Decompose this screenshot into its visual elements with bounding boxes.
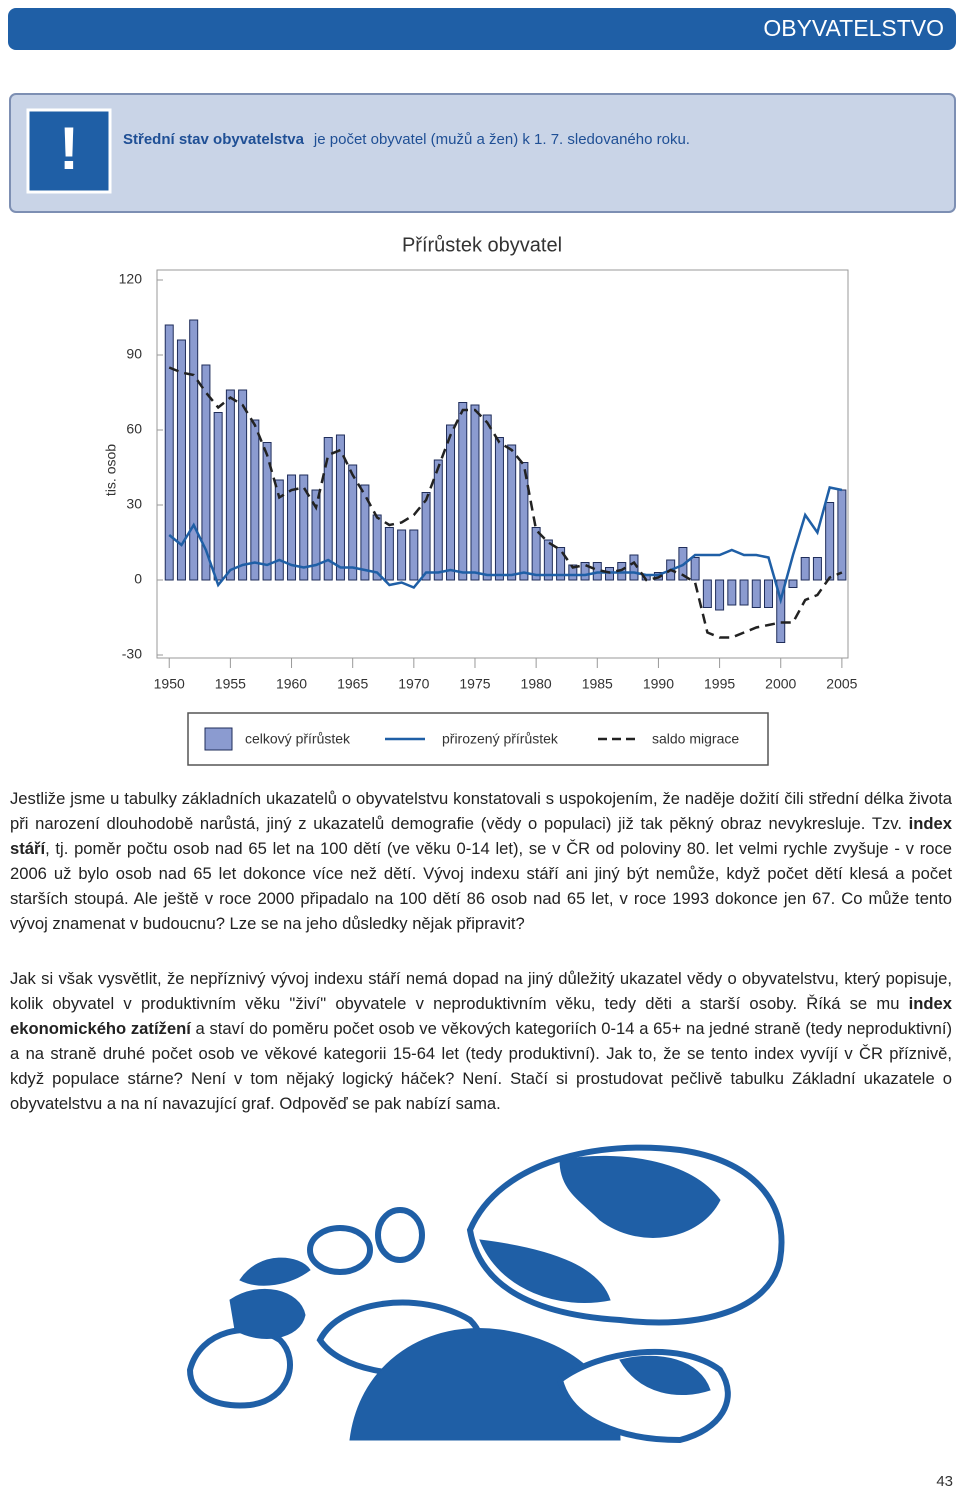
bar <box>702 579 712 608</box>
bar <box>299 474 309 581</box>
bar <box>238 389 248 581</box>
bar <box>837 489 847 581</box>
bar <box>274 479 284 581</box>
legend-label: saldo migrace <box>652 731 739 747</box>
line-series <box>168 486 843 605</box>
bar <box>201 364 211 581</box>
chart-title: Přírůstek obyvatel <box>402 234 562 256</box>
x-tick-label: 1950 <box>154 676 185 692</box>
legend-label: přirozený přírůstek <box>442 731 559 747</box>
x-tick-label: 1995 <box>704 676 735 692</box>
y-tick-label: 60 <box>126 421 142 437</box>
bold-term: index ekonomického zatížení <box>10 994 952 1038</box>
bar <box>788 579 798 588</box>
text-run: , tj. poměr počtu osob nad 65 let na 100… <box>10 839 952 933</box>
header-bar <box>8 8 956 50</box>
bar <box>470 404 480 581</box>
bar <box>556 547 566 581</box>
bar <box>531 527 541 581</box>
bar <box>543 539 553 581</box>
bar <box>287 474 297 581</box>
x-tick-label: 2000 <box>765 676 796 692</box>
info-term: Střední stav obyvatelstva <box>123 131 305 148</box>
x-tick-label: 2005 <box>826 676 857 692</box>
bar <box>751 579 761 608</box>
bar <box>715 579 725 611</box>
bar <box>568 564 578 581</box>
bar <box>446 424 456 581</box>
bar <box>189 319 199 581</box>
bar <box>629 554 639 581</box>
bar <box>764 579 774 608</box>
x-tick-label: 1955 <box>215 676 246 692</box>
y-tick-label: 0 <box>134 571 142 587</box>
x-tick-label: 1985 <box>582 676 613 692</box>
bar <box>494 437 504 581</box>
text-run: Jestliže jsme u tabulky základních ukaza… <box>10 789 952 833</box>
legend-swatch <box>204 727 233 751</box>
bar <box>360 484 370 581</box>
line-series <box>168 366 843 639</box>
bar <box>372 514 382 581</box>
bar <box>825 502 835 581</box>
x-tick-label: 1960 <box>276 676 307 692</box>
bar <box>397 529 407 581</box>
plot-frame <box>156 269 849 659</box>
x-tick-label: 1980 <box>521 676 552 692</box>
text-run: a staví do poměru počet osob ve věkových… <box>10 1019 952 1113</box>
x-tick-label: 1975 <box>459 676 490 692</box>
paragraph: Jestliže jsme u tabulky základních ukaza… <box>10 786 952 936</box>
page-number: 43 <box>936 1473 953 1490</box>
y-tick-label: 30 <box>126 496 142 512</box>
x-tick-label: 1970 <box>398 676 429 692</box>
y-tick-label: 90 <box>126 346 142 362</box>
illustration <box>186 1144 785 1444</box>
bar <box>690 557 700 581</box>
legend-label: celkový přírůstek <box>245 731 351 747</box>
bar <box>421 492 431 581</box>
info-box <box>9 93 956 213</box>
bar <box>176 339 186 581</box>
bar <box>335 434 345 581</box>
bar <box>739 579 749 606</box>
bar <box>507 444 517 581</box>
info-definition: je počet obyvatel (mužů a žen) k 1. 7. s… <box>313 131 690 148</box>
y-tick-label: -30 <box>122 646 142 662</box>
legend <box>187 712 769 766</box>
bar <box>482 414 492 581</box>
bar <box>323 437 333 581</box>
header-title: OBYVATELSTVO <box>763 15 944 41</box>
y-axis-label: tis. osob <box>103 444 119 496</box>
bar <box>433 459 443 581</box>
info-text: Střední stav obyvatelstva je počet obyvat… <box>123 131 690 148</box>
bar <box>800 557 810 581</box>
bar <box>384 527 394 581</box>
bar <box>458 402 468 581</box>
bar <box>225 389 235 581</box>
bar <box>727 579 737 606</box>
bar <box>580 562 590 581</box>
info-icon <box>26 108 112 194</box>
bar <box>812 557 822 581</box>
text-run: Jak si však vysvětlit, že nepříznivý výv… <box>10 969 952 1013</box>
bar <box>213 412 223 581</box>
bar <box>348 464 358 581</box>
x-tick-label: 1965 <box>337 676 368 692</box>
bar <box>262 442 272 581</box>
paragraph: Jak si však vysvětlit, že nepříznivý výv… <box>10 966 952 1116</box>
bar <box>519 462 529 581</box>
bar <box>250 419 260 581</box>
bar <box>409 529 419 581</box>
info-icon-mark: ! <box>59 115 79 182</box>
bar <box>164 324 174 581</box>
x-tick-label: 1990 <box>643 676 674 692</box>
bar <box>311 489 321 581</box>
bar <box>776 579 786 643</box>
y-tick-label: 120 <box>119 271 143 287</box>
bold-term: index stáří <box>10 814 952 858</box>
